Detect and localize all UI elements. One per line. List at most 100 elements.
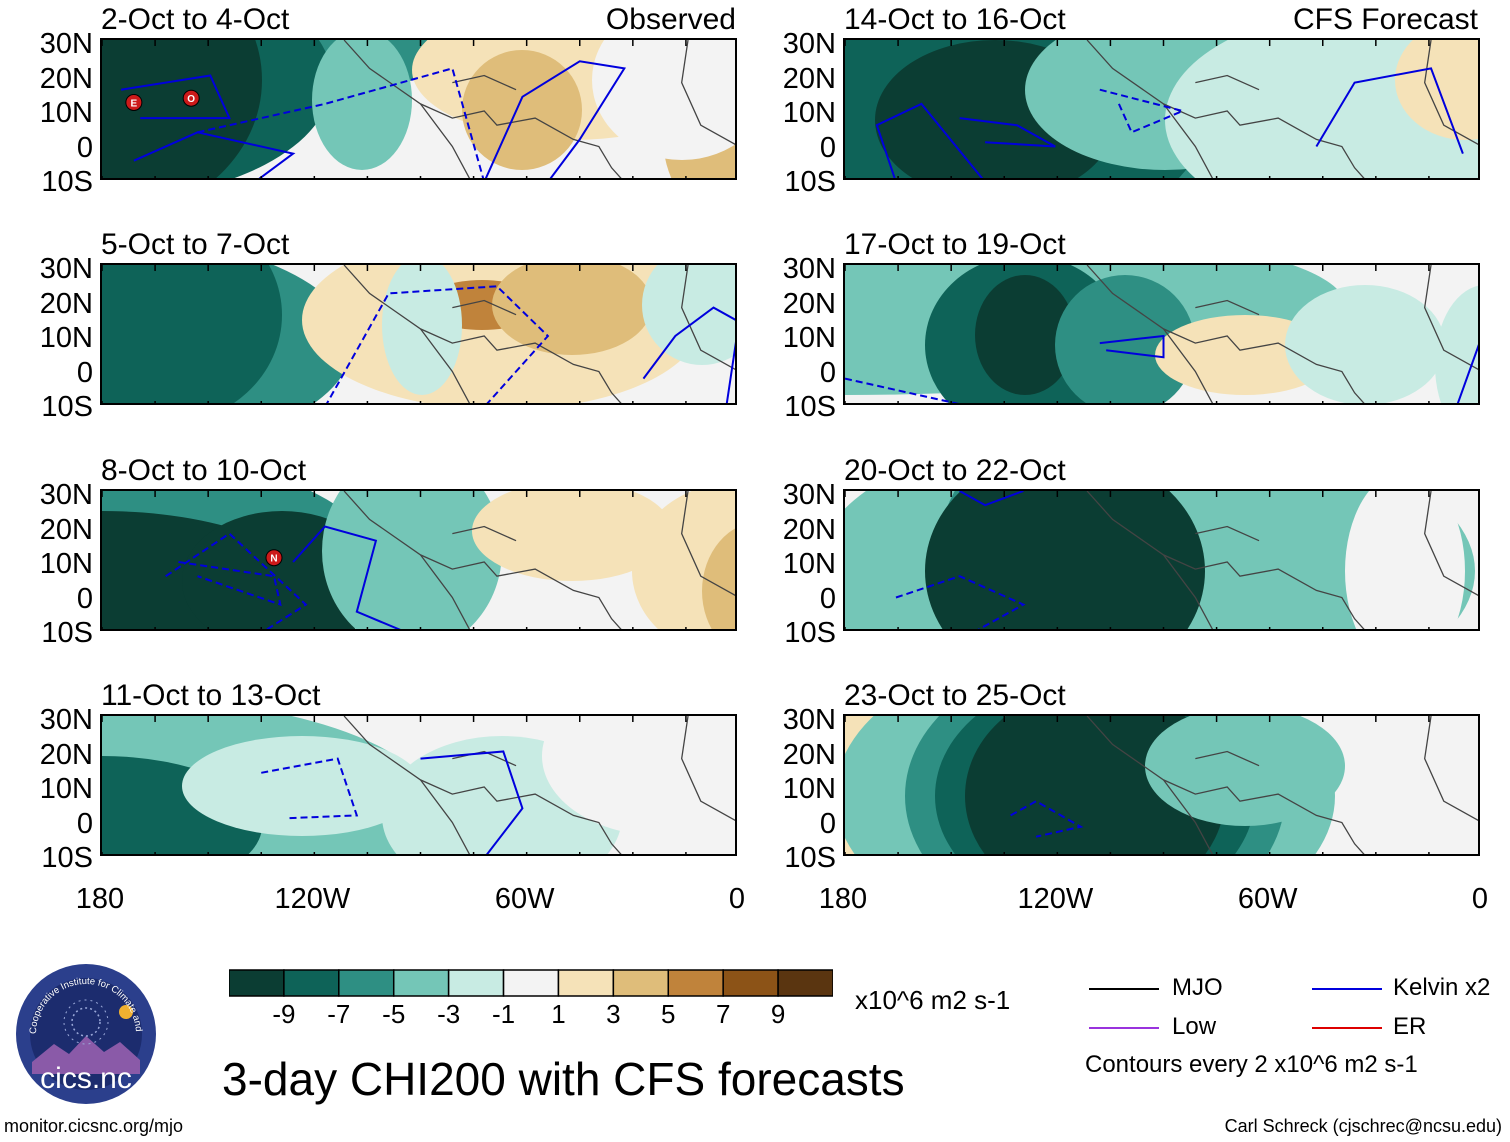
lat-label: 30N: [39, 479, 93, 511]
kelvin-contour: [326, 285, 550, 403]
storm-marker-label: E: [131, 98, 138, 109]
panel-title: 20-Oct to 22-Oct: [844, 454, 1066, 487]
coastline: [1423, 40, 1478, 146]
coastline: [1086, 40, 1365, 178]
colorbar-tick-label: -3: [437, 999, 461, 1029]
lat-label: 10N: [782, 322, 836, 354]
map-field: [102, 716, 735, 854]
anomaly-region: [1345, 491, 1465, 629]
coastline: [1162, 328, 1214, 403]
kelvin-contour: [1099, 88, 1186, 134]
map-field: [845, 716, 1478, 854]
map-panel: [843, 489, 1480, 631]
legend-low-label: Low: [1172, 1013, 1217, 1040]
panel-title: 17-Oct to 19-Oct: [844, 228, 1066, 261]
colorbar-swatch: [283, 969, 340, 997]
coastline: [343, 716, 622, 854]
coastline: [1195, 525, 1260, 542]
logo-text: cics.nc: [40, 1062, 132, 1095]
footer-author: Carl Schreck (cjschrec@ncsu.edu): [1224, 1116, 1502, 1136]
lat-label: 0: [819, 807, 836, 840]
colorbar-swatch: [777, 969, 834, 997]
coastline: [1086, 491, 1365, 629]
colorbar-swatches: [228, 969, 834, 997]
kelvin-contour: [1099, 334, 1165, 359]
anomaly-region: [492, 265, 652, 355]
anomaly-region: [1145, 716, 1345, 826]
kelvin-contour: [178, 561, 282, 607]
lat-label: 20N: [39, 513, 93, 546]
footer-url[interactable]: monitor.cicsnc.org/mjo: [4, 1116, 184, 1136]
coastline: [1086, 716, 1365, 854]
lon-label: 60W: [494, 883, 555, 915]
colorbar-swatch: [502, 969, 560, 997]
coastline: [343, 265, 622, 403]
forecast-label: CFS Forecast: [1292, 3, 1478, 36]
colorbar: [228, 969, 834, 997]
coastline: [452, 525, 517, 542]
legend-mjo-line: [1089, 988, 1159, 990]
colorbar-tick-label: -5: [382, 999, 406, 1029]
lat-label: 10S: [41, 391, 93, 423]
lat-label: 10S: [41, 166, 93, 198]
anomaly-region: [472, 491, 672, 581]
kelvin-contour: [959, 491, 1024, 507]
coastline: [419, 328, 471, 403]
main-title: 3-day CHI200 with CFS forecasts: [222, 1053, 905, 1105]
colorbar-tick-label: 7: [715, 999, 731, 1029]
legend-kelvin-label: Kelvin x2: [1393, 974, 1491, 1001]
panel-title: 2-Oct to 4-Oct: [101, 3, 290, 36]
map-panel: [100, 714, 737, 856]
lon-label: 120W: [1017, 883, 1094, 915]
storm-marker: E: [125, 93, 143, 111]
map-field: [102, 265, 735, 403]
map-field: [845, 491, 1478, 629]
storm-marker: N: [265, 549, 283, 567]
lon-label: 60W: [1237, 883, 1298, 915]
kelvin-contour: [420, 750, 524, 854]
storm-marker-label: O: [187, 94, 195, 105]
anomaly-region: [975, 275, 1075, 395]
kelvin-contour: [875, 102, 984, 178]
lat-label: 10S: [784, 391, 836, 423]
colorbar-tick-label: 9: [770, 999, 786, 1029]
coastline: [1162, 103, 1214, 178]
colorbar-tick-label: 1: [551, 999, 566, 1029]
panel-title: 14-Oct to 16-Oct: [844, 3, 1066, 36]
panel-title: 8-Oct to 10-Oct: [101, 454, 307, 487]
lat-label: 10S: [41, 842, 93, 874]
map-field: [845, 265, 1478, 403]
kelvin-contour: [197, 67, 485, 178]
colorbar-swatch: [392, 969, 450, 997]
kelvin-contour: [120, 74, 231, 120]
lat-label: 20N: [782, 62, 836, 95]
lat-label: 20N: [39, 738, 93, 771]
lat-label: 20N: [782, 287, 836, 320]
lat-label: 0: [819, 131, 836, 164]
kelvin-contour: [1315, 67, 1464, 154]
lat-label: 0: [819, 356, 836, 389]
kelvin-contour: [261, 757, 359, 820]
kelvin-contour: [292, 525, 401, 629]
lon-label: 180: [818, 883, 868, 915]
coastline: [452, 750, 517, 767]
lat-label: 30N: [782, 704, 836, 736]
lat-label: 30N: [782, 479, 836, 511]
coastline: [1195, 750, 1260, 767]
lat-label: 10N: [782, 548, 836, 580]
lat-label: 10N: [782, 773, 836, 805]
anomaly-region: [702, 528, 735, 629]
colorbar-swatch: [228, 969, 285, 997]
lat-label: 30N: [39, 704, 93, 736]
map-panel: [843, 38, 1480, 180]
lat-label: 10N: [39, 548, 93, 580]
storm-marker-label: N: [270, 554, 277, 565]
lon-label: 120W: [274, 883, 351, 915]
map-field: [845, 40, 1478, 178]
colorbar-swatch: [722, 969, 779, 997]
lat-label: 0: [76, 582, 93, 615]
coastline: [1423, 265, 1478, 371]
anomaly-region: [182, 736, 422, 836]
coastline: [419, 103, 471, 178]
